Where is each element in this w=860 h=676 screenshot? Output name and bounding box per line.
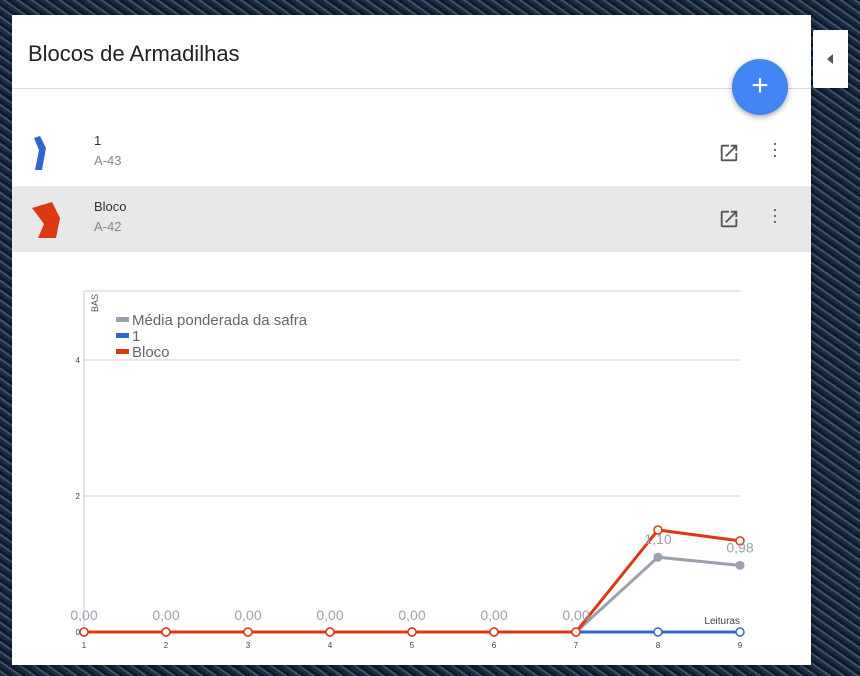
blocks-panel: Blocos de Armadilhas + 1 A-43 · · · Bloco … (12, 15, 811, 665)
data-label: 0,00 (480, 607, 507, 623)
panel-title: Blocos de Armadilhas (28, 41, 240, 66)
y-axis-label: BAS (90, 294, 100, 312)
data-label: 1,10 (644, 531, 671, 547)
data-point (653, 525, 663, 535)
data-label: 0,00 (70, 607, 97, 623)
legend-item: Média ponderada da safra (132, 312, 308, 329)
data-label: 0,00 (562, 607, 589, 623)
x-axis-label: Leituras (704, 616, 740, 627)
open-external-icon[interactable] (718, 208, 740, 230)
x-tick-label: 1 (82, 641, 87, 650)
block-name: Bloco (94, 199, 127, 214)
data-point (79, 627, 89, 637)
legend-item: 1 (132, 328, 140, 345)
data-label: 0,00 (152, 607, 179, 623)
x-tick-label: 4 (328, 641, 333, 650)
data-label: 0,00 (398, 607, 425, 623)
x-tick-label: 9 (738, 641, 743, 650)
data-point (243, 627, 253, 637)
block-shape-icon (34, 136, 46, 170)
data-point (571, 627, 581, 637)
block-code: A-42 (94, 219, 122, 234)
block-code: A-43 (94, 153, 122, 168)
x-tick-label: 6 (492, 641, 497, 650)
collapse-panel-button[interactable] (813, 30, 848, 88)
y-tick-label: 0 (76, 628, 81, 637)
x-tick-label: 8 (656, 641, 661, 650)
divider (12, 88, 811, 89)
x-tick-label: 7 (574, 641, 579, 650)
legend-swatch (116, 349, 129, 354)
data-point (653, 552, 663, 562)
data-point (325, 627, 335, 637)
data-label: 0,98 (726, 539, 753, 555)
block-name: 1 (94, 133, 102, 148)
data-point (161, 627, 171, 637)
x-tick-label: 5 (410, 641, 415, 650)
block-row[interactable]: Bloco A-42 · · · (12, 186, 811, 252)
more-vert-icon[interactable]: · · · (772, 133, 778, 165)
more-vert-icon[interactable]: · · · (772, 199, 778, 231)
data-point (735, 627, 745, 637)
add-button[interactable]: + (732, 59, 788, 115)
data-point (735, 536, 745, 546)
x-tick-label: 3 (246, 641, 251, 650)
caret-left-icon (827, 54, 833, 64)
block-shape-icon (32, 202, 60, 238)
data-point (489, 627, 499, 637)
data-point (653, 627, 663, 637)
legend-item: Bloco (132, 344, 170, 361)
legend-swatch (116, 317, 129, 322)
legend-swatch (116, 333, 129, 338)
open-external-icon[interactable] (718, 142, 740, 164)
y-tick-label: 2 (76, 492, 81, 501)
data-point (407, 627, 417, 637)
data-point (735, 560, 745, 570)
data-label: 0,00 (316, 607, 343, 623)
block-row[interactable]: 1 A-43 · · · (12, 120, 811, 186)
x-tick-label: 2 (164, 641, 169, 650)
data-label: 0,00 (234, 607, 261, 623)
y-tick-label: 4 (76, 356, 81, 365)
